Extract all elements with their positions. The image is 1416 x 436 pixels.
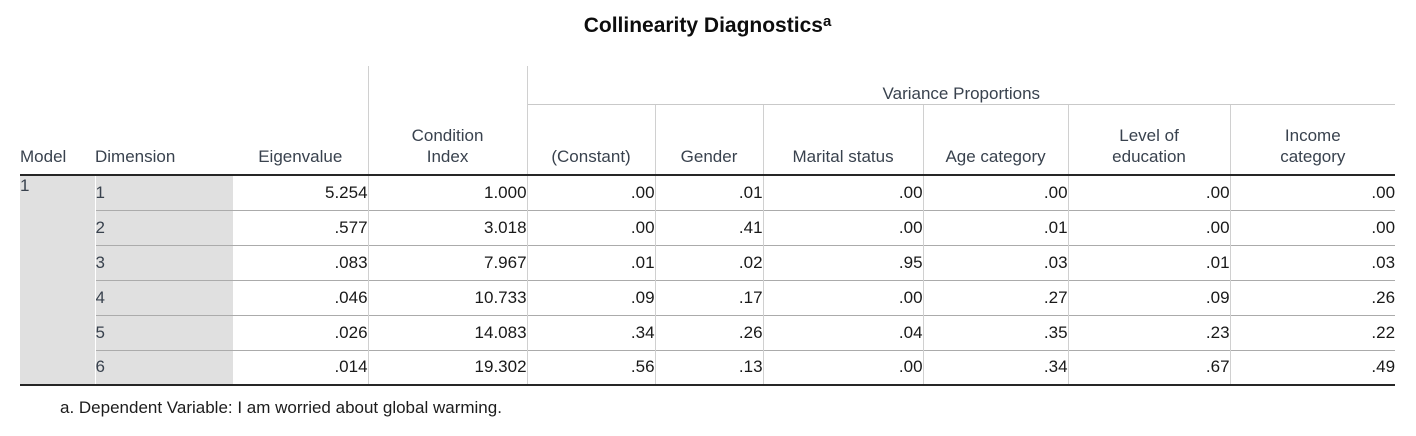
- cell-eigenvalue: .046: [233, 279, 369, 315]
- cell-eigenvalue: .083: [233, 244, 369, 280]
- cell-income-category: .49: [1230, 349, 1396, 386]
- cell-constant: .09: [527, 279, 656, 315]
- column-header-row: Model Dimension Eigenvalue Condition Ind…: [20, 104, 1396, 176]
- cell-dimension: 1: [95, 175, 233, 210]
- cell-condition-index: 3.018: [368, 209, 528, 245]
- cell-age-category: .03: [923, 244, 1069, 280]
- cell-age-category: .34: [923, 349, 1069, 386]
- table-row: 2 .577 3.018 .00 .41 .00 .01 .00 .00: [20, 209, 1396, 245]
- col-header-condition-index: Condition Index: [368, 104, 528, 176]
- cell-marital-status: .00: [763, 349, 924, 386]
- cell-constant: .01: [527, 244, 656, 280]
- col-header-dimension: Dimension: [95, 104, 233, 176]
- cell-marital-status: .00: [763, 209, 924, 245]
- cell-income-category: .00: [1230, 209, 1396, 245]
- cell-constant: .00: [527, 175, 656, 210]
- table-footnote: a. Dependent Variable: I am worried abou…: [60, 398, 502, 417]
- span-header-row: Variance Proportions: [20, 66, 1396, 105]
- cell-gender: .41: [655, 209, 764, 245]
- cell-age-category: .27: [923, 279, 1069, 315]
- cell-gender: .02: [655, 244, 764, 280]
- cell-condition-index: 19.302: [368, 349, 528, 386]
- col-header-condition-index-label: Condition Index: [411, 126, 484, 166]
- cell-income-category: .03: [1230, 244, 1396, 280]
- cell-level-of-education: .23: [1068, 314, 1231, 350]
- cell-marital-status: .04: [763, 314, 924, 350]
- cell-condition-index: 10.733: [368, 279, 528, 315]
- cell-constant: .56: [527, 349, 656, 386]
- table-row: 1 1 5.254 1.000 .00 .01 .00 .00 .00 .00: [20, 175, 1396, 386]
- span-header-spacer-condition-index: [368, 66, 528, 105]
- col-header-income-category: Income category: [1230, 104, 1396, 176]
- table-row: 6 .014 19.302 .56 .13 .00 .34 .67 .49: [20, 349, 1396, 386]
- cell-condition-index: 14.083: [368, 314, 528, 350]
- col-header-model: Model: [20, 104, 95, 176]
- col-header-level-of-education-label: Level of education: [1112, 126, 1186, 166]
- cell-income-category: .00: [1371, 182, 1396, 202]
- cell-gender: .26: [655, 314, 764, 350]
- cell-eigenvalue: .026: [233, 314, 369, 350]
- table-row: 4 .046 10.733 .09 .17 .00 .27 .09 .26: [20, 279, 1396, 315]
- col-header-level-of-education: Level of education: [1068, 104, 1231, 176]
- cell-condition-index: 7.967: [368, 244, 528, 280]
- cell-constant: .00: [527, 209, 656, 245]
- cell-marital-status: .00: [763, 279, 924, 315]
- cell-marital-status: .00: [763, 175, 924, 210]
- cell-level-of-education: .09: [1068, 279, 1231, 315]
- table-row: 3 .083 7.967 .01 .02 .95 .03 .01 .03: [20, 244, 1396, 280]
- cell-income-category: .26: [1230, 279, 1396, 315]
- cell-gender: .17: [655, 279, 764, 315]
- cell-dimension: 3: [95, 244, 233, 280]
- cell-income-category: .22: [1230, 314, 1396, 350]
- col-header-marital-status: Marital status: [763, 104, 924, 176]
- cell-dimension: 6: [95, 349, 233, 386]
- cell-level-of-education: .67: [1068, 349, 1231, 386]
- cell-eigenvalue: .014: [233, 349, 369, 386]
- col-header-eigenvalue: Eigenvalue: [233, 104, 369, 176]
- cell-age-category: .00: [923, 175, 1069, 210]
- col-header-age-category: Age category: [923, 104, 1069, 176]
- cell-constant: .34: [527, 314, 656, 350]
- cell-level-of-education: .00: [1068, 209, 1231, 245]
- col-header-gender: Gender: [655, 104, 764, 176]
- cell-dimension: 5: [95, 314, 233, 350]
- collinearity-diagnostics-table: Variance Proportions Model Dimension Eig…: [20, 66, 1396, 386]
- cell-level-of-education: .01: [1068, 244, 1231, 280]
- span-header-spacer-left: [20, 66, 369, 105]
- col-header-constant: (Constant): [527, 104, 656, 176]
- col-header-income-category-label: Income category: [1280, 126, 1346, 166]
- cell-eigenvalue: 5.254: [233, 175, 369, 210]
- cell-age-category: .01: [923, 209, 1069, 245]
- cell-condition-index: 1.000: [368, 175, 528, 210]
- variance-proportions-span-header: Variance Proportions: [527, 66, 1396, 105]
- table-row: 5 .026 14.083 .34 .26 .04 .35 .23 .22: [20, 314, 1396, 350]
- table-title: Collinearity Diagnosticsa: [20, 14, 1395, 38]
- cell-age-category: .35: [923, 314, 1069, 350]
- cell-gender: .01: [655, 175, 764, 210]
- cell-level-of-education: .00: [1068, 175, 1231, 210]
- cell-marital-status: .95: [763, 244, 924, 280]
- table-title-text: Collinearity Diagnostics: [583, 14, 823, 37]
- cell-eigenvalue: .577: [233, 209, 369, 245]
- model-row-label: 1: [20, 175, 96, 386]
- cell-dimension: 4: [95, 279, 233, 315]
- footnote-marker-superscript: a: [822, 13, 832, 30]
- cell-dimension: 2: [95, 209, 233, 245]
- cell-gender: .13: [655, 349, 764, 386]
